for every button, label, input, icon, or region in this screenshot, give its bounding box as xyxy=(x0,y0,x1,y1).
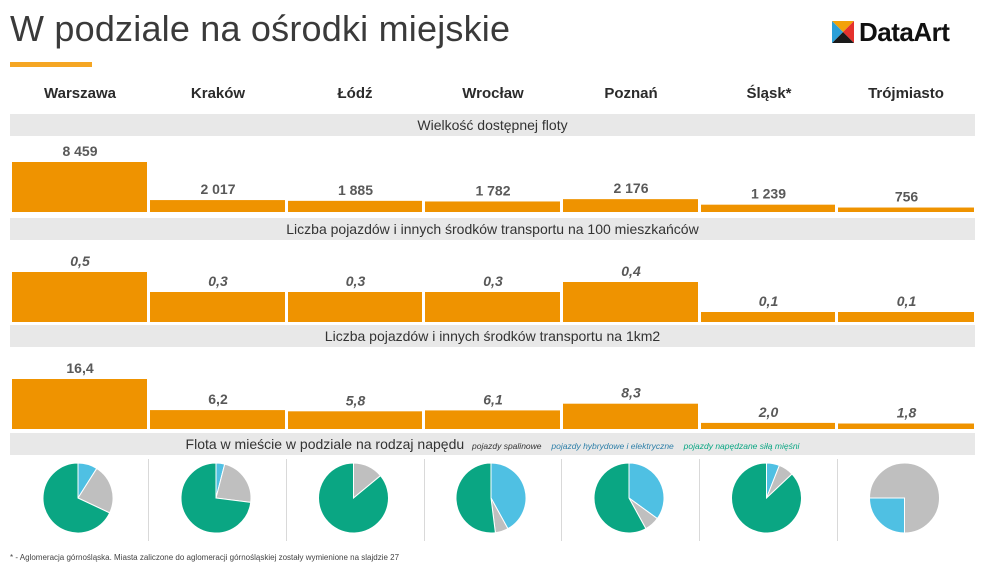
bar-per-km2-krakow xyxy=(150,410,285,429)
city-header-lodz: Łódź xyxy=(337,85,373,102)
label-fleet-size-wroclaw: 1 782 xyxy=(475,182,510,198)
bar-fleet-size-lodz xyxy=(288,200,422,212)
bar-fleet-size-slask xyxy=(701,204,835,212)
logo-text: DataArt xyxy=(859,16,950,47)
column-separator xyxy=(699,459,700,541)
column-separator xyxy=(561,459,562,541)
column-separator xyxy=(148,459,149,541)
label-per-km2-warszawa: 16,4 xyxy=(66,360,93,376)
bar-fleet-size-warszawa xyxy=(12,162,147,212)
drive-type-title: Flota w mieście w podziale na rodzaj nap… xyxy=(185,436,465,452)
city-header-trojmiasto: Trójmiasto xyxy=(868,85,944,102)
label-fleet-size-poznan: 2 176 xyxy=(613,180,648,196)
label-fleet-size-slask: 1 239 xyxy=(751,186,786,202)
label-per-100-trojmiasto: 0,1 xyxy=(897,293,917,309)
pie-slice-muscle-lodz xyxy=(318,462,390,534)
legend-muscle: pojazdy napędzane siłą mięśni xyxy=(683,441,800,451)
bar-per-100-slask xyxy=(701,312,835,322)
page-title: W podziale na ośrodki miejskie xyxy=(10,8,511,49)
pie-slice-hybrid-electric-poznan xyxy=(628,462,665,520)
band-fleet-size: Wielkość dostępnej floty xyxy=(10,114,975,136)
footnote: * - Aglomeracja górnośląska. Miasta zali… xyxy=(10,553,400,562)
bar-fleet-size-krakow xyxy=(150,200,285,212)
bar-per-100-trojmiasto xyxy=(838,312,974,322)
city-header-poznan: Poznań xyxy=(604,85,658,102)
label-per-100-wroclaw: 0,3 xyxy=(483,273,503,289)
label-fleet-size-trojmiasto: 756 xyxy=(895,189,919,205)
label-fleet-size-lodz: 1 885 xyxy=(338,182,373,198)
bar-per-100-lodz xyxy=(288,292,422,322)
pie-slice-muscle-warszawa xyxy=(42,462,111,534)
label-per-km2-lodz: 5,8 xyxy=(346,392,366,408)
city-header-warszawa: Warszawa xyxy=(44,85,116,102)
label-per-km2-slask: 2,0 xyxy=(758,404,779,420)
label-per-100-poznan: 0,4 xyxy=(621,263,641,279)
pie-slice-combustion-trojmiasto xyxy=(868,462,940,534)
bar-fleet-size-wroclaw xyxy=(425,201,560,212)
bar-per-100-krakow xyxy=(150,292,285,322)
pie-slice-muscle-krakow xyxy=(180,462,252,534)
bar-per-km2-trojmiasto xyxy=(838,423,974,429)
bar-per-100-warszawa xyxy=(12,272,147,322)
label-per-km2-poznan: 8,3 xyxy=(621,385,641,401)
pie-slice-hybrid-electric-trojmiasto xyxy=(868,497,905,534)
pie-slice-muscle-slask xyxy=(731,462,802,534)
label-fleet-size-warszawa: 8 459 xyxy=(62,143,97,159)
pie-slice-combustion-krakow xyxy=(215,463,252,503)
band-per-100-inhabitants: Liczba pojazdów i innych środków transpo… xyxy=(10,218,975,240)
city-header-wroclaw: Wrocław xyxy=(462,85,524,102)
bar-per-km2-warszawa xyxy=(12,379,147,429)
dataart-logo-icon xyxy=(832,21,854,43)
label-per-100-lodz: 0,3 xyxy=(346,273,366,289)
legend-combustion: pojazdy spalinowe xyxy=(472,441,542,451)
bar-per-km2-poznan xyxy=(563,403,698,429)
band-per-km2: Liczba pojazdów i innych środków transpo… xyxy=(10,325,975,347)
bar-per-100-wroclaw xyxy=(425,292,560,322)
bar-fleet-size-poznan xyxy=(563,199,698,212)
band-drive-type: Flota w mieście w podziale na rodzaj nap… xyxy=(10,433,975,455)
legend-hybrid-electric: pojazdy hybrydowe i elektryczne xyxy=(551,441,674,451)
label-per-100-warszawa: 0,5 xyxy=(70,253,90,269)
column-separator xyxy=(424,459,425,541)
city-header-krakow: Kraków xyxy=(190,85,246,102)
label-per-km2-wroclaw: 6,1 xyxy=(483,391,503,407)
pie-slice-muscle-wroclaw xyxy=(455,462,496,534)
pie-slice-hybrid-electric-wroclaw xyxy=(490,462,527,530)
city-header-slask: Śląsk* xyxy=(746,85,792,102)
pie-slice-muscle-poznan xyxy=(593,462,647,534)
label-per-km2-krakow: 6,2 xyxy=(208,391,228,407)
bar-per-100-poznan xyxy=(563,282,698,322)
bar-per-km2-lodz xyxy=(288,411,422,429)
label-fleet-size-krakow: 2 017 xyxy=(200,181,235,197)
title-underline xyxy=(10,62,92,67)
label-per-100-krakow: 0,3 xyxy=(208,273,228,289)
column-separator xyxy=(837,459,838,541)
bar-per-km2-slask xyxy=(701,422,835,429)
label-per-km2-trojmiasto: 1,8 xyxy=(897,405,917,421)
column-separator xyxy=(286,459,287,541)
label-per-100-slask: 0,1 xyxy=(759,293,779,309)
bar-per-km2-wroclaw xyxy=(425,410,560,429)
bar-fleet-size-trojmiasto xyxy=(838,207,974,212)
dataart-logo: DataArt xyxy=(832,16,950,47)
